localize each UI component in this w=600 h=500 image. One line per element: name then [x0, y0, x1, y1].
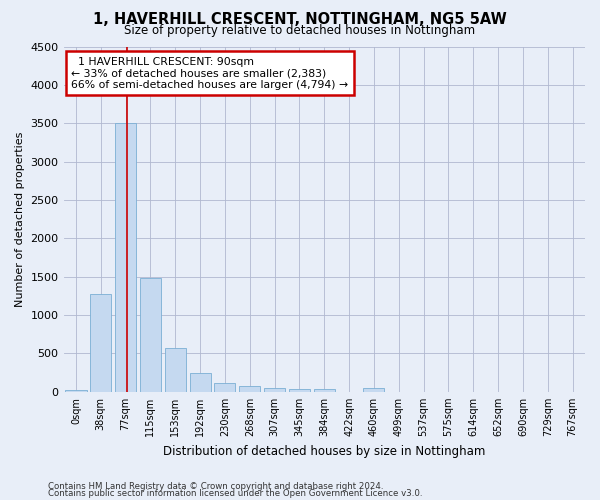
Bar — [364, 388, 385, 392]
X-axis label: Distribution of detached houses by size in Nottingham: Distribution of detached houses by size … — [163, 444, 485, 458]
Bar — [214, 383, 235, 392]
Bar — [289, 388, 310, 392]
Text: 1, HAVERHILL CRESCENT, NOTTINGHAM, NG5 5AW: 1, HAVERHILL CRESCENT, NOTTINGHAM, NG5 5… — [93, 12, 507, 28]
Bar — [264, 388, 285, 392]
Text: Contains public sector information licensed under the Open Government Licence v3: Contains public sector information licen… — [48, 489, 422, 498]
Bar — [90, 294, 112, 392]
Bar — [314, 388, 335, 392]
Bar — [65, 390, 86, 392]
Y-axis label: Number of detached properties: Number of detached properties — [15, 132, 25, 307]
Text: Contains HM Land Registry data © Crown copyright and database right 2024.: Contains HM Land Registry data © Crown c… — [48, 482, 383, 491]
Bar — [140, 278, 161, 392]
Bar — [115, 123, 136, 392]
Text: 1 HAVERHILL CRESCENT: 90sqm
← 33% of detached houses are smaller (2,383)
66% of : 1 HAVERHILL CRESCENT: 90sqm ← 33% of det… — [71, 57, 349, 90]
Bar — [239, 386, 260, 392]
Bar — [165, 348, 186, 392]
Bar — [190, 374, 211, 392]
Text: Size of property relative to detached houses in Nottingham: Size of property relative to detached ho… — [124, 24, 476, 37]
